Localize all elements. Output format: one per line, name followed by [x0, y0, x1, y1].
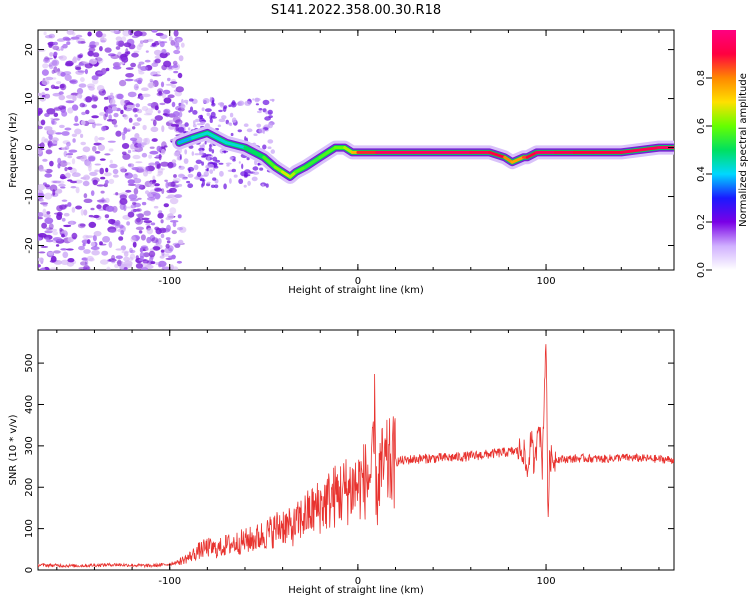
- y-tick-label: 20: [24, 43, 35, 56]
- colorbar-tick-label: 0.0: [696, 262, 707, 278]
- y-tick-label: -10: [24, 188, 35, 204]
- y-tick-label: 100: [24, 519, 35, 538]
- figure-title: S141.2022.358.00.30.R18: [271, 3, 441, 18]
- spectrogram-image: [38, 30, 674, 270]
- colorbar-tick-label: 0.2: [696, 214, 707, 230]
- y-tick-label: 0: [24, 144, 35, 150]
- snr-axes: -100 0 100 0 100 200 300 400 500: [24, 330, 674, 587]
- colorbar-label: Normalized spectral amplitude: [738, 73, 749, 227]
- snr-y-label: SNR (10 * v/v): [8, 414, 19, 485]
- x-tick-label: 0: [355, 276, 361, 287]
- x-tick-label: 0: [355, 576, 361, 587]
- y-tick-label: 500: [24, 354, 35, 373]
- colorbar-tick-label: 0.4: [696, 166, 707, 182]
- colorbar-gradient: [712, 30, 736, 270]
- x-tick-label: 100: [537, 576, 556, 587]
- snr-plot-area: [37, 329, 675, 571]
- y-tick-label: 400: [24, 395, 35, 414]
- snr-panel: -100 0 100 0 100 200 300 400 500 Height of strai…: [8, 329, 675, 596]
- spectrogram-x-label: Height of straight line (km): [288, 285, 424, 296]
- spectrogram-y-label: Frequency (Hz): [8, 112, 19, 188]
- y-tick-label: 10: [24, 92, 35, 105]
- y-tick-label: -20: [24, 237, 35, 253]
- colorbar-tick-label: 0.6: [696, 118, 707, 134]
- colorbar: 0.0 0.2 0.4 0.6 0.8 Normalized spectral ampl…: [696, 30, 749, 278]
- x-tick-label: -100: [158, 576, 181, 587]
- colorbar-tick-label: 0.8: [696, 70, 707, 86]
- colorbar-ticks: 0.0 0.2 0.4 0.6 0.8: [696, 70, 712, 278]
- snr-x-label: Height of straight line (km): [288, 585, 424, 596]
- x-tick-label: -100: [158, 276, 181, 287]
- y-tick-label: 0: [24, 567, 35, 573]
- y-tick-label: 200: [24, 478, 35, 497]
- y-tick-label: 300: [24, 436, 35, 455]
- snr-series: [38, 344, 674, 569]
- x-tick-label: 100: [537, 276, 556, 287]
